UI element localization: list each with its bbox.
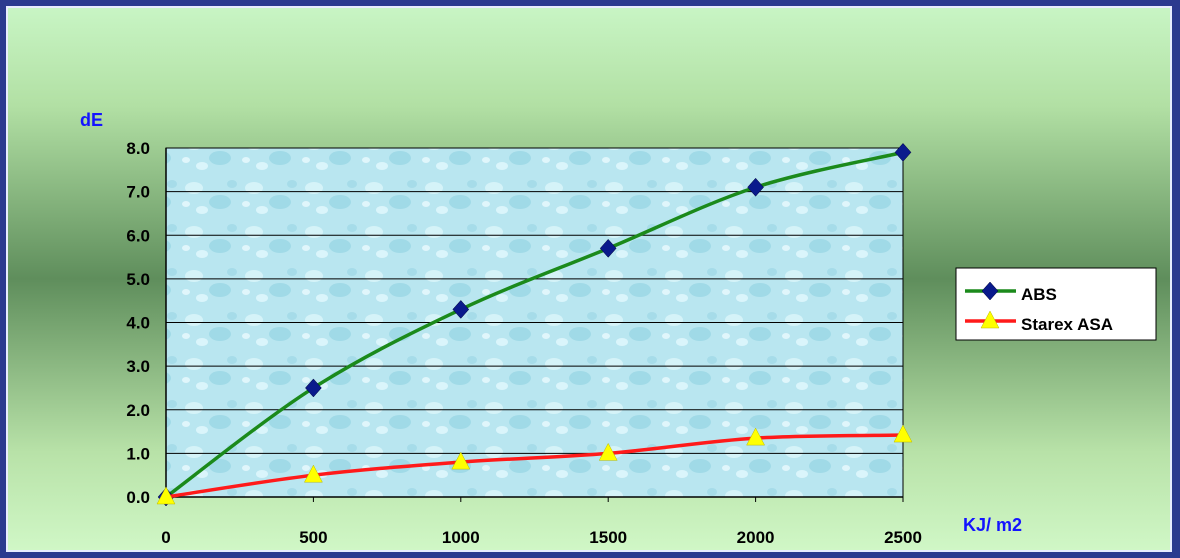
x-tick-label: 1000 (442, 528, 480, 547)
data-point (156, 486, 176, 505)
series-line (164, 150, 904, 499)
data-point (452, 300, 470, 319)
x-tick-label: 2500 (884, 528, 922, 547)
y-tick-label: 8.0 (126, 139, 150, 158)
data-point (599, 238, 617, 258)
y-tick-label: 6.0 (126, 226, 150, 245)
legend-label: Starex ASA (1021, 315, 1113, 334)
legend-label: ABS (1021, 285, 1057, 304)
y-tick-label: 3.0 (126, 357, 150, 376)
x-tick-label: 1500 (589, 528, 627, 547)
data-point (305, 378, 322, 398)
data-point (598, 442, 618, 461)
data-point (451, 451, 471, 470)
data-point (894, 142, 912, 162)
data-point (893, 424, 913, 443)
data-point (303, 464, 323, 483)
legend-box (955, 267, 1157, 341)
y-tick-label: 0.0 (126, 488, 150, 507)
y-tick-label: 4.0 (126, 314, 150, 333)
gridlines (165, 147, 904, 502)
x-tick-label: 2000 (737, 528, 775, 547)
axes (165, 148, 903, 498)
y-tick-label: 1.0 (126, 444, 150, 463)
series-layer (156, 142, 913, 507)
series-line (165, 433, 904, 499)
y-tick-label: 7.0 (126, 183, 150, 202)
legend-marker (980, 310, 1000, 329)
data-point (746, 427, 766, 446)
x-axis-label: KJ/ m2 (963, 515, 1022, 535)
y-tick-label: 2.0 (126, 401, 150, 420)
y-axis-label: dE (80, 110, 103, 130)
legend: ABS Starex ASA (955, 267, 1157, 341)
x-tick-label: 500 (299, 528, 327, 547)
data-point (747, 177, 764, 197)
x-tick-label: 0 (161, 528, 170, 547)
y-tick-label: 5.0 (126, 270, 150, 289)
legend-marker (981, 281, 999, 301)
tick-labels: 0.0 1.0 2.0 3.0 4.0 5.0 6.0 7.0 8.0 0 500 1000 1500 2… (126, 139, 922, 547)
series-starex-asa (156, 424, 913, 505)
